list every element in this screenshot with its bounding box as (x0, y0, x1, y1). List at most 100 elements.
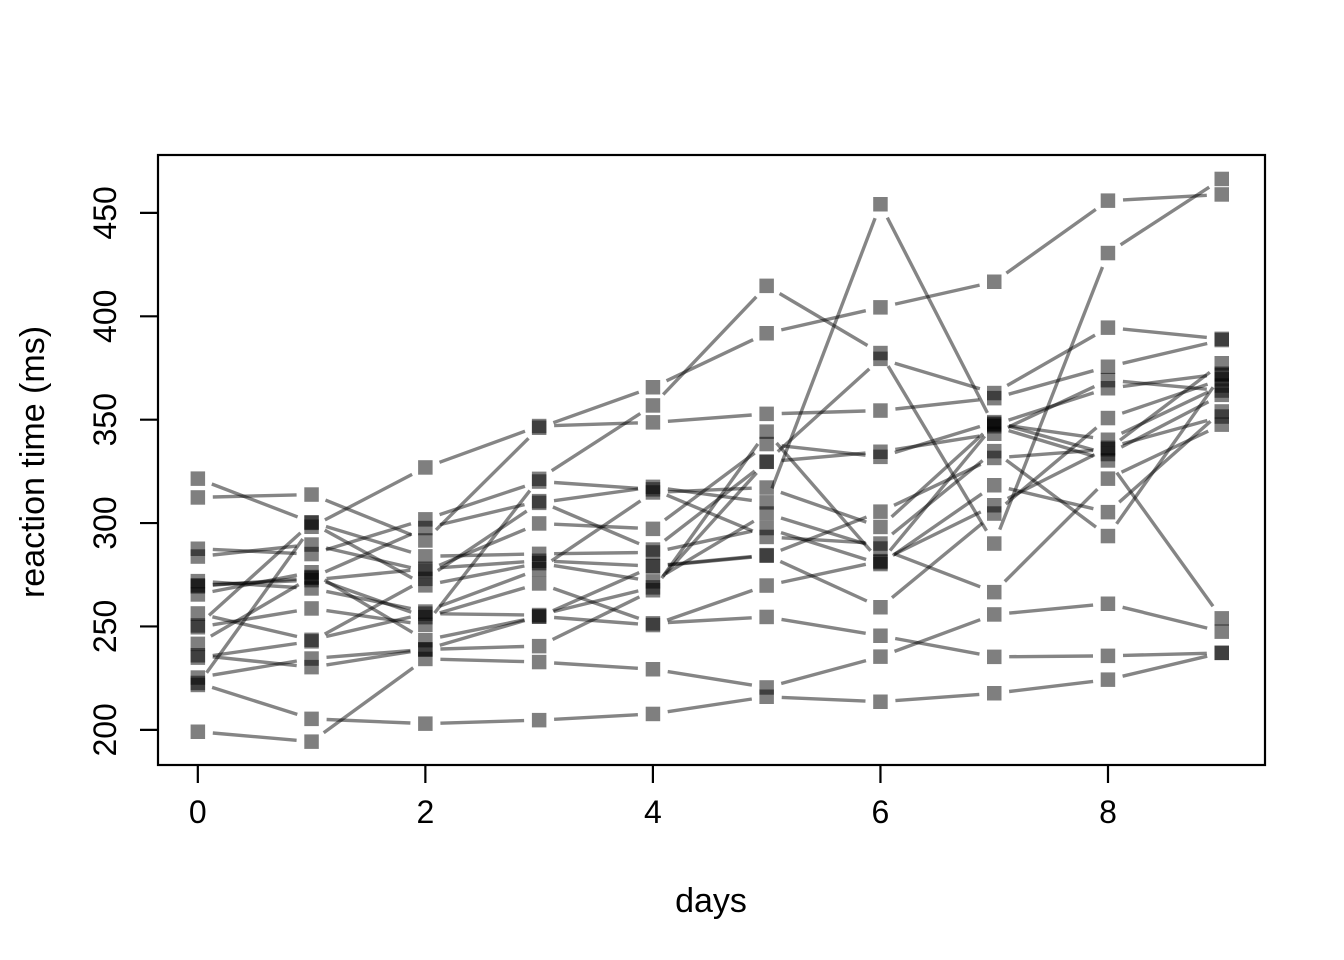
series-line-segment (212, 615, 298, 639)
y-tick-label: 300 (87, 496, 123, 549)
x-tick-label: 4 (644, 794, 662, 830)
series-line-segment (554, 421, 638, 428)
series-line-segment (780, 515, 868, 552)
data-point-marker (987, 686, 1002, 701)
data-point-marker (304, 487, 319, 502)
data-point-marker (645, 558, 661, 574)
series-line-segment (324, 532, 413, 574)
series-line-segment (781, 695, 866, 703)
series-line-segment (998, 266, 1105, 531)
series-line-segment (780, 658, 867, 686)
series-line-segment (780, 530, 867, 562)
data-point-marker (418, 604, 433, 619)
series-line-segment (1122, 651, 1207, 658)
data-point-marker (759, 424, 774, 439)
data-point-marker (190, 471, 206, 486)
data-point-marker (759, 454, 774, 470)
series-line-segment (661, 471, 758, 578)
data-point-marker (1100, 672, 1116, 687)
series-line-segment (212, 609, 298, 627)
data-point-marker (759, 578, 774, 593)
series-line-segment (1008, 487, 1094, 511)
data-point-marker (531, 553, 547, 568)
series-line-segment (667, 697, 753, 714)
data-point-marker (645, 662, 661, 677)
series-line-segment (1008, 679, 1094, 694)
data-point-marker (759, 495, 774, 510)
data-point-marker (987, 450, 1002, 466)
series-line-segment (326, 568, 411, 581)
data-point-marker (1100, 432, 1116, 447)
series-line-segment (440, 644, 525, 651)
series-line-segment (890, 432, 985, 519)
data-point-marker (759, 480, 774, 495)
data-point-marker (190, 606, 206, 621)
series-line-segment (1122, 605, 1208, 630)
series-line-segment (893, 618, 981, 653)
series-line-segment (778, 292, 869, 347)
data-point-marker (987, 390, 1002, 406)
data-point-marker (1100, 528, 1116, 544)
series-line-segment (440, 657, 525, 664)
data-point-marker (987, 506, 1002, 521)
series-line-segment (666, 493, 754, 533)
data-point-marker (418, 520, 433, 536)
data-point-marker (873, 403, 888, 418)
series-line-segment (894, 361, 981, 391)
series-line-segment (895, 398, 980, 411)
series-line-segment (780, 562, 867, 585)
series-line-segment (667, 487, 753, 503)
series-line-segment (439, 618, 525, 639)
series-line-segment (1005, 208, 1097, 275)
series-line-segment (893, 552, 981, 589)
data-point-marker (190, 579, 206, 594)
data-point-marker (418, 460, 433, 475)
series-line-segment (553, 615, 639, 626)
series-line-segment (895, 434, 980, 452)
y-tick-label: 250 (87, 600, 123, 653)
data-point-marker (1214, 171, 1229, 187)
data-point-marker (190, 618, 206, 633)
series-line-segment (551, 595, 641, 642)
data-point-marker (645, 415, 661, 430)
data-point-marker (418, 642, 433, 657)
series-line-segment (1006, 453, 1096, 501)
series-line-segment (1008, 424, 1094, 440)
series-line-segment (323, 528, 414, 580)
series-line-segment (667, 555, 752, 567)
data-point-marker (531, 712, 547, 728)
data-point-marker (1214, 187, 1229, 202)
series-line-segment (553, 661, 639, 670)
series-line-segment (325, 580, 412, 614)
data-point-marker (645, 398, 661, 413)
series-line-segment (211, 482, 299, 519)
series-line-segment (550, 499, 642, 563)
series-line-segment (781, 409, 866, 416)
series-line-segment (661, 295, 758, 396)
data-point-marker (1100, 471, 1116, 486)
series-line-segment (439, 618, 526, 647)
series-line-segment (781, 451, 866, 463)
plot-lines (205, 185, 1215, 742)
data-point-marker (531, 474, 547, 489)
y-axis: 200 250 300 350 400 450 (87, 186, 158, 757)
data-point-marker (1100, 410, 1116, 426)
data-point-marker (987, 649, 1002, 665)
data-point-marker (190, 549, 206, 564)
data-point-marker (304, 632, 319, 648)
data-point-marker (1100, 372, 1116, 388)
series-line-segment (212, 544, 297, 557)
series-line-segment (781, 444, 866, 457)
data-point-marker (304, 570, 319, 586)
data-point-marker (1214, 417, 1229, 432)
data-point-marker (304, 734, 319, 749)
data-point-marker (645, 617, 661, 633)
data-point-marker (1100, 359, 1116, 374)
data-point-marker (531, 418, 547, 434)
series-line-segment (1004, 426, 1098, 506)
data-point-marker (1214, 611, 1229, 626)
series-line-segment (781, 617, 866, 635)
series-line-segment (209, 583, 300, 638)
series-line-segment (667, 486, 752, 494)
